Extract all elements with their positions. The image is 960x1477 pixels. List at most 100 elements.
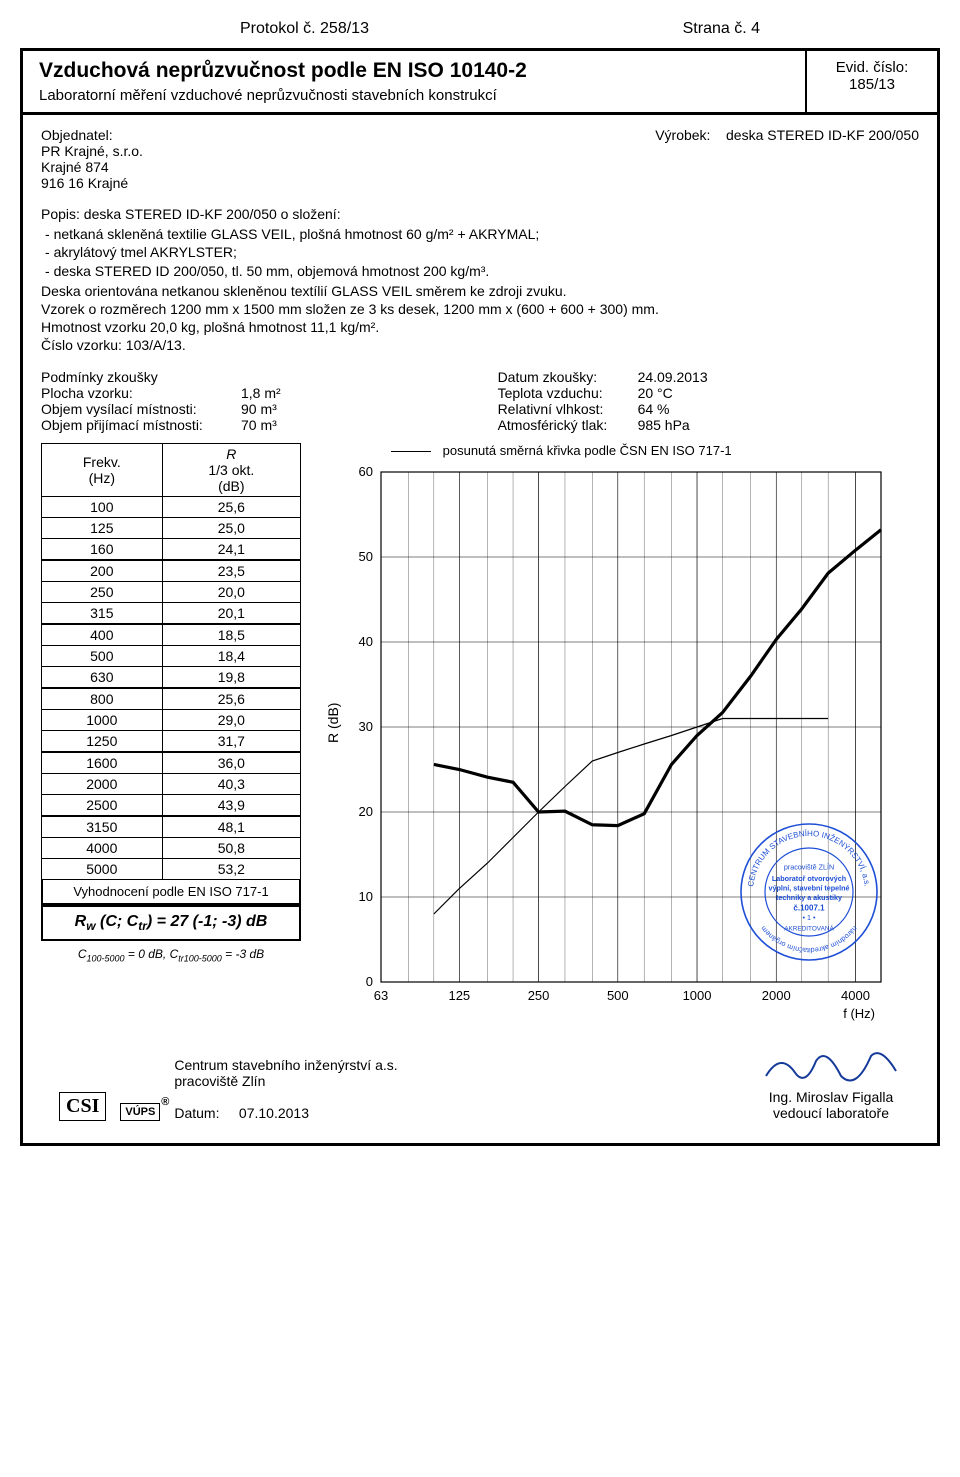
desc-tail: Vzorek o rozměrech 1200 mm x 1500 mm slo…	[41, 300, 919, 318]
cell-r: 29,0	[162, 709, 300, 730]
cell-freq: 160	[42, 538, 163, 560]
svg-text:10: 10	[359, 889, 373, 904]
cell-r: 40,3	[162, 773, 300, 794]
page-header: Protokol č. 258/13 Strana č. 4	[20, 20, 940, 38]
cell-freq: 5000	[42, 858, 163, 879]
cond-row: Objem vysílací místnosti:90 m³	[41, 401, 462, 417]
cell-r: 25,0	[162, 517, 300, 538]
subtitle: Laboratorní měření vzduchové neprůzvučno…	[39, 87, 789, 104]
cond-val: 20 °C	[638, 385, 738, 401]
cell-freq: 200	[42, 560, 163, 582]
client-block: Objednatel: PR Krajné, s.r.o. Krajné 874…	[41, 127, 143, 191]
cond-row: Plocha vzorku:1,8 m²	[41, 385, 462, 401]
table-row: 12525,0	[42, 517, 301, 538]
cond-row: Objem přijímací místnosti:70 m³	[41, 417, 462, 433]
cell-r: 23,5	[162, 560, 300, 582]
cell-freq: 1600	[42, 752, 163, 774]
conditions-right: Datum zkoušky:24.09.2013Teplota vzduchu:…	[498, 369, 919, 433]
cell-freq: 4000	[42, 837, 163, 858]
cond-key: Objem vysílací místnosti:	[41, 401, 241, 417]
legend-line-icon	[391, 451, 431, 452]
client-row: Objednatel: PR Krajné, s.r.o. Krajné 874…	[41, 127, 919, 191]
product-name: deska STERED ID-KF 200/050	[726, 127, 919, 143]
cond-val: 70 m³	[241, 417, 277, 433]
chart-legend: posunutá směrná křivka podle ČSN EN ISO …	[391, 443, 919, 458]
table-row: 160036,0	[42, 752, 301, 774]
table-row: 16024,1	[42, 538, 301, 560]
svg-text:0: 0	[366, 974, 373, 989]
cell-r: 18,4	[162, 645, 300, 666]
date-label: Datum:	[174, 1105, 219, 1121]
title-left: Vzduchová neprůzvučnost podle EN ISO 101…	[23, 51, 807, 112]
main-frame: Vzduchová neprůzvučnost podle EN ISO 101…	[20, 48, 940, 1146]
table-row: 31520,1	[42, 602, 301, 624]
cell-r: 50,8	[162, 837, 300, 858]
product-block: Výrobek: deska STERED ID-KF 200/050	[655, 127, 919, 191]
svg-text:50: 50	[359, 549, 373, 564]
cond-key: Datum zkoušky:	[498, 369, 638, 385]
cond-key: Teplota vzduchu:	[498, 385, 638, 401]
desc-item: akrylátový tmel AKRYLSTER;	[59, 243, 919, 261]
svg-text:250: 250	[528, 988, 550, 1003]
cond-val: 24.09.2013	[638, 369, 738, 385]
page-number: Strana č. 4	[683, 20, 760, 38]
svg-text:20: 20	[359, 804, 373, 819]
description-block: Popis: deska STERED ID-KF 200/050 o slož…	[41, 205, 919, 355]
vups-logo: VÚPS	[120, 1103, 160, 1121]
table-row: 40018,5	[42, 624, 301, 646]
svg-text:1000: 1000	[683, 988, 712, 1003]
csi-logo: CSI	[59, 1092, 106, 1121]
cell-freq: 400	[42, 624, 163, 646]
content: Objednatel: PR Krajné, s.r.o. Krajné 874…	[23, 115, 937, 1143]
client-addr2: 916 16 Krajné	[41, 175, 143, 191]
evid-box: Evid. číslo: 185/13	[807, 51, 937, 112]
th-r: R1/3 okt.(dB)	[162, 443, 300, 496]
cond-key: Podmínky zkoušky	[41, 369, 241, 385]
cell-r: 31,7	[162, 730, 300, 752]
cond-key: Plocha vzorku:	[41, 385, 241, 401]
svg-text:500: 500	[607, 988, 629, 1003]
frequency-table: Frekv.(Hz) R1/3 okt.(dB) 10025,612525,01…	[41, 443, 301, 880]
cond-val: 90 m³	[241, 401, 277, 417]
cell-r: 48,1	[162, 816, 300, 838]
cond-key: Relativní vlhkost:	[498, 401, 638, 417]
cell-freq: 3150	[42, 816, 163, 838]
svg-text:125: 125	[448, 988, 470, 1003]
conditions-row: Podmínky zkouškyPlocha vzorku:1,8 m²Obje…	[41, 369, 919, 433]
table-column: Frekv.(Hz) R1/3 okt.(dB) 10025,612525,01…	[41, 443, 301, 964]
cell-r: 36,0	[162, 752, 300, 774]
cond-row: Podmínky zkoušky	[41, 369, 462, 385]
svg-text:f (Hz): f (Hz)	[843, 1006, 875, 1021]
legend-text: posunutá směrná křivka podle ČSN EN ISO …	[443, 443, 732, 458]
cell-r: 19,8	[162, 666, 300, 688]
table-row: 63019,8	[42, 666, 301, 688]
desc-lead: Popis: deska STERED ID-KF 200/050 o slož…	[41, 205, 919, 223]
footer: CSI VÚPS Centrum stavebního inženýrství …	[41, 1046, 919, 1131]
cell-r: 20,1	[162, 602, 300, 624]
table-row: 50018,4	[42, 645, 301, 666]
cell-freq: 100	[42, 496, 163, 517]
footer-date: 07.10.2013	[239, 1105, 309, 1121]
desc-tail: Číslo vzorku: 103/A/13.	[41, 336, 919, 354]
cell-freq: 2000	[42, 773, 163, 794]
footer-right: Ing. Miroslav Figalla vedoucí laboratoře	[761, 1046, 901, 1121]
svg-text:60: 60	[359, 464, 373, 479]
client-addr1: Krajné 874	[41, 159, 143, 175]
cell-r: 25,6	[162, 688, 300, 710]
cell-r: 24,1	[162, 538, 300, 560]
lower-section: Frekv.(Hz) R1/3 okt.(dB) 10025,612525,01…	[41, 443, 919, 1022]
evid-number: 185/13	[819, 76, 925, 93]
table-row: 125031,7	[42, 730, 301, 752]
footer-org: Centrum stavebního inženýrství a.s. prac…	[174, 1057, 397, 1121]
sign-role: vedoucí laboratoře	[761, 1105, 901, 1121]
cond-val: 1,8 m²	[241, 385, 281, 401]
cell-r: 18,5	[162, 624, 300, 646]
y-axis-label: R (dB)	[325, 702, 341, 742]
main-title: Vzduchová neprůzvučnost podle EN ISO 101…	[39, 59, 789, 83]
cell-freq: 1250	[42, 730, 163, 752]
table-row: 25020,0	[42, 581, 301, 602]
cond-row: Atmosférický tlak:985 hPa	[498, 417, 919, 433]
signature-icon	[761, 1046, 901, 1086]
cell-freq: 250	[42, 581, 163, 602]
cond-row: Relativní vlhkost:64 %	[498, 401, 919, 417]
